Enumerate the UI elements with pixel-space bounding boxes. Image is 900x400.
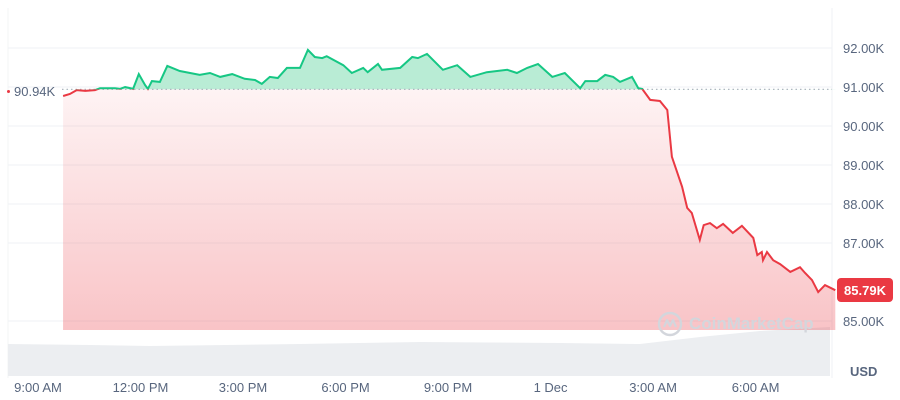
- x-tick-label: 9:00 PM: [424, 380, 472, 395]
- coinmarketcap-logo-icon: [657, 311, 683, 337]
- x-tick-label: 6:00 AM: [732, 380, 780, 395]
- baseline-marker-dot: [7, 90, 10, 93]
- y-tick-label: 85.00K: [843, 314, 885, 329]
- y-tick-label: 91.00K: [843, 80, 885, 95]
- area-fill-below-baseline: [63, 89, 836, 330]
- volume-area: [8, 327, 830, 376]
- y-tick-label: 89.00K: [843, 158, 885, 173]
- price-line-up: [76, 48, 644, 90]
- price-line-down: [62, 89, 836, 294]
- x-tick-label: 3:00 PM: [219, 380, 267, 395]
- y-axis: 92.00K 91.00K 90.00K 89.00K 88.00K 87.00K 85.0…: [843, 41, 885, 329]
- x-tick-label: 9:00 AM: [14, 380, 62, 395]
- y-tick-label: 88.00K: [843, 197, 885, 212]
- y-tick-label: 87.00K: [843, 236, 885, 251]
- x-tick-label: 6:00 PM: [321, 380, 369, 395]
- watermark-logo: CoinMarketCap: [657, 311, 814, 337]
- currency-label: USD: [850, 364, 878, 379]
- watermark-text: CoinMarketCap: [689, 314, 814, 333]
- x-tick-label: 3:00 AM: [629, 380, 677, 395]
- y-tick-label: 90.00K: [843, 119, 885, 134]
- x-axis: 9:00 AM 12:00 PM 3:00 PM 6:00 PM 9:00 PM 1 De…: [14, 380, 779, 395]
- x-tick-label: 1 Dec: [534, 380, 568, 395]
- area-fill-above-baseline: [97, 49, 643, 90]
- x-tick-label: 12:00 PM: [113, 380, 169, 395]
- y-tick-label: 92.00K: [843, 41, 885, 56]
- current-price-badge: 85.79K: [837, 278, 893, 303]
- baseline-label: 90.94K: [14, 84, 56, 99]
